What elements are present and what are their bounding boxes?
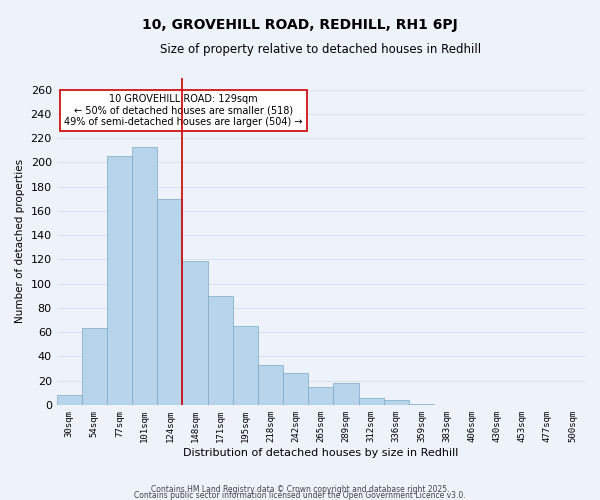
Bar [107, 156, 132, 405]
Bar [208, 296, 233, 405]
Bar [334, 383, 359, 405]
Bar [384, 400, 409, 405]
Text: 10, GROVEHILL ROAD, REDHILL, RH1 6PJ: 10, GROVEHILL ROAD, REDHILL, RH1 6PJ [142, 18, 458, 32]
Bar [132, 146, 157, 405]
Bar [157, 198, 182, 405]
Text: 10 GROVEHILL ROAD: 129sqm
← 50% of detached houses are smaller (518)
49% of semi: 10 GROVEHILL ROAD: 129sqm ← 50% of detac… [64, 94, 303, 127]
Bar [308, 386, 334, 405]
Bar [359, 398, 384, 405]
Bar [233, 326, 258, 405]
Bar [82, 328, 107, 405]
Bar [56, 395, 82, 405]
X-axis label: Distribution of detached houses by size in Redhill: Distribution of detached houses by size … [183, 448, 458, 458]
Text: Contains HM Land Registry data © Crown copyright and database right 2025.: Contains HM Land Registry data © Crown c… [151, 484, 449, 494]
Bar [182, 260, 208, 405]
Bar [283, 374, 308, 405]
Bar [258, 365, 283, 405]
Bar [409, 404, 434, 405]
Title: Size of property relative to detached houses in Redhill: Size of property relative to detached ho… [160, 42, 481, 56]
Text: Contains public sector information licensed under the Open Government Licence v3: Contains public sector information licen… [134, 490, 466, 500]
Y-axis label: Number of detached properties: Number of detached properties [15, 159, 25, 323]
